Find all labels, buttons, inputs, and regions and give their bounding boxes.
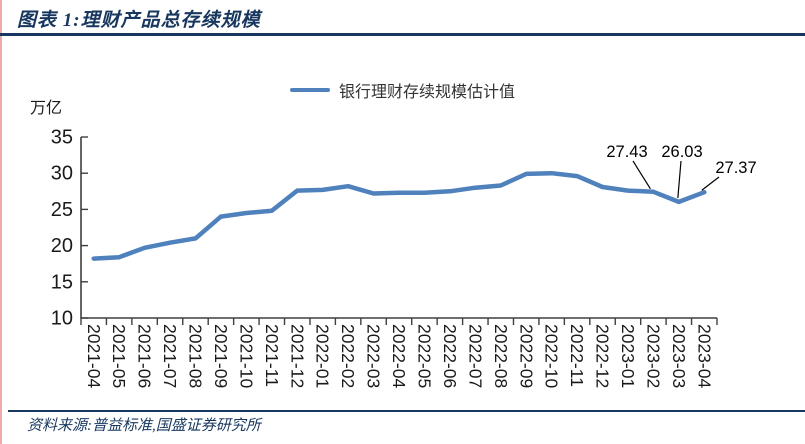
annotation-leader-line (677, 160, 682, 198)
x-tick-label: 2022-09 (516, 324, 536, 388)
x-tick-label: 2022-02 (338, 324, 358, 388)
footer-rule (8, 410, 805, 412)
series-line (91, 170, 707, 261)
annotation-leader-line (701, 176, 720, 191)
x-tick-label: 2021-05 (109, 324, 129, 388)
x-tick-label: 2022-11 (567, 324, 587, 387)
chart-legend: 银行理财存续规模估计值 (0, 78, 805, 102)
annotation-label: 27.43 (606, 143, 647, 161)
y-tick-label: 15 (51, 271, 73, 293)
x-tick-label: 2021-07 (160, 324, 180, 388)
x-tick-label: 2022-04 (389, 324, 409, 388)
x-tick-label: 2021-06 (135, 324, 155, 388)
annotation-label: 26.03 (661, 143, 702, 161)
x-tick-label: 2022-08 (491, 324, 511, 388)
page-left-accent-line (0, 0, 2, 444)
x-tick-label: 2022-10 (542, 324, 562, 388)
x-tick-label: 2021-12 (287, 324, 307, 388)
x-tick-label: 2021-09 (211, 324, 231, 388)
annotation-leader-line (632, 160, 651, 190)
x-tick-label: 2021-08 (186, 324, 206, 388)
x-tick-label: 2022-03 (364, 324, 384, 388)
x-tick-label: 2023-03 (669, 324, 689, 388)
x-tick-label: 2022-06 (440, 324, 460, 388)
y-tick-label: 10 (51, 308, 73, 330)
x-tick-label: 2022-12 (593, 324, 613, 388)
y-tick-label: 25 (51, 199, 73, 221)
axis-lines (80, 137, 717, 319)
x-tick-label: 2023-02 (643, 324, 663, 388)
x-tick-label: 2021-10 (236, 324, 256, 388)
x-tick-label: 2023-01 (618, 324, 638, 388)
legend-label: 银行理财存续规模估计值 (338, 84, 515, 101)
chart-title: 图表 1:理财产品总存续规模 (17, 10, 261, 31)
y-axis-unit-label: 万亿 (30, 100, 63, 117)
y-tick-label: 35 (51, 127, 73, 149)
y-tick-label: 30 (51, 163, 73, 185)
x-tick-label: 2023-04 (694, 324, 714, 388)
annotation-label: 27.37 (715, 159, 756, 177)
x-tick-label: 2022-01 (313, 324, 333, 388)
x-tick-label: 2021-11 (262, 324, 282, 387)
legend-line-swatch (289, 88, 330, 92)
x-tick-label: 2022-07 (465, 324, 485, 388)
y-tick-label: 20 (51, 235, 73, 257)
x-tick-label: 2022-05 (414, 324, 434, 388)
x-tick-label: 2021-04 (84, 324, 104, 388)
title-underline (0, 33, 805, 36)
source-note: 资料来源:普益标准,国盛证券研究所 (27, 418, 261, 434)
